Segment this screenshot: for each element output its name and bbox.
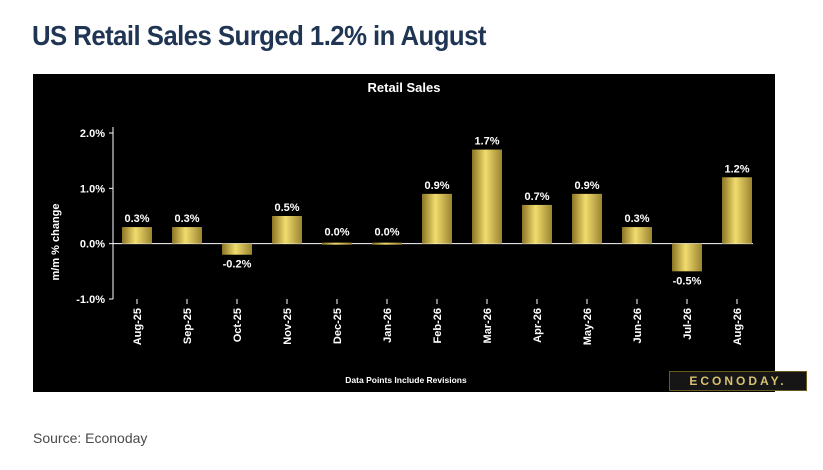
x-tick-label: May-26 xyxy=(582,308,594,345)
y-tick-label: -1.0% xyxy=(76,294,105,306)
econoday-logo: ECONODAY. xyxy=(669,371,807,391)
x-tick-label: Nov-25 xyxy=(282,308,294,345)
source-note: Source: Econoday xyxy=(33,430,148,446)
x-tick-label: Dec-25 xyxy=(332,308,344,344)
x-tick-label: Aug-26 xyxy=(732,308,744,345)
chart-title: Retail Sales xyxy=(368,80,441,95)
data-label: 0.3% xyxy=(174,213,199,225)
y-axis-label: m/m % change xyxy=(50,203,62,280)
y-tick-label: 2.0% xyxy=(80,128,105,140)
x-tick-label: Sep-25 xyxy=(182,308,194,344)
data-label: -0.2% xyxy=(223,259,252,271)
bar xyxy=(122,227,152,244)
headline: US Retail Sales Surged 1.2% in August xyxy=(32,20,486,51)
data-label: 0.5% xyxy=(274,202,299,214)
x-tick-label: Aug-25 xyxy=(132,308,144,345)
data-label: 0.0% xyxy=(374,227,399,239)
bar xyxy=(472,149,502,244)
chart-panel: Retail Sales m/m % change Data Points In… xyxy=(33,74,807,392)
bar xyxy=(722,177,752,244)
bar xyxy=(572,193,602,244)
x-tick-label: Jun-26 xyxy=(632,308,644,343)
data-label: 1.7% xyxy=(474,136,499,148)
bar xyxy=(422,193,452,244)
data-label: 0.3% xyxy=(624,213,649,225)
chart-footnote: Data Points Include Revisions xyxy=(345,375,467,385)
data-label: 0.9% xyxy=(574,180,599,192)
data-label: 0.0% xyxy=(324,227,349,239)
y-tick-label: 1.0% xyxy=(80,183,105,195)
data-label: 0.3% xyxy=(124,213,149,225)
bar xyxy=(222,243,252,255)
x-tick-label: Jul-26 xyxy=(682,308,694,340)
x-tick-label: Mar-26 xyxy=(482,308,494,343)
retail-sales-chart: Retail Sales m/m % change Data Points In… xyxy=(50,80,753,385)
bar xyxy=(522,204,552,244)
x-tick-label: Apr-26 xyxy=(532,308,544,343)
x-tick-label: Oct-25 xyxy=(232,308,244,342)
bar xyxy=(272,216,302,244)
data-label: 0.9% xyxy=(424,180,449,192)
data-label: 1.2% xyxy=(724,163,749,175)
brand-text: ECONODAY. xyxy=(689,374,787,388)
y-tick-label: 0.0% xyxy=(80,239,105,251)
bar xyxy=(672,243,702,272)
x-tick-label: Feb-26 xyxy=(432,308,444,343)
data-label: 0.7% xyxy=(524,191,549,203)
bar xyxy=(322,242,352,245)
bar xyxy=(372,242,402,245)
bar xyxy=(172,227,202,244)
bar xyxy=(622,227,652,244)
data-label: -0.5% xyxy=(673,275,702,287)
x-tick-label: Jan-26 xyxy=(382,308,394,343)
